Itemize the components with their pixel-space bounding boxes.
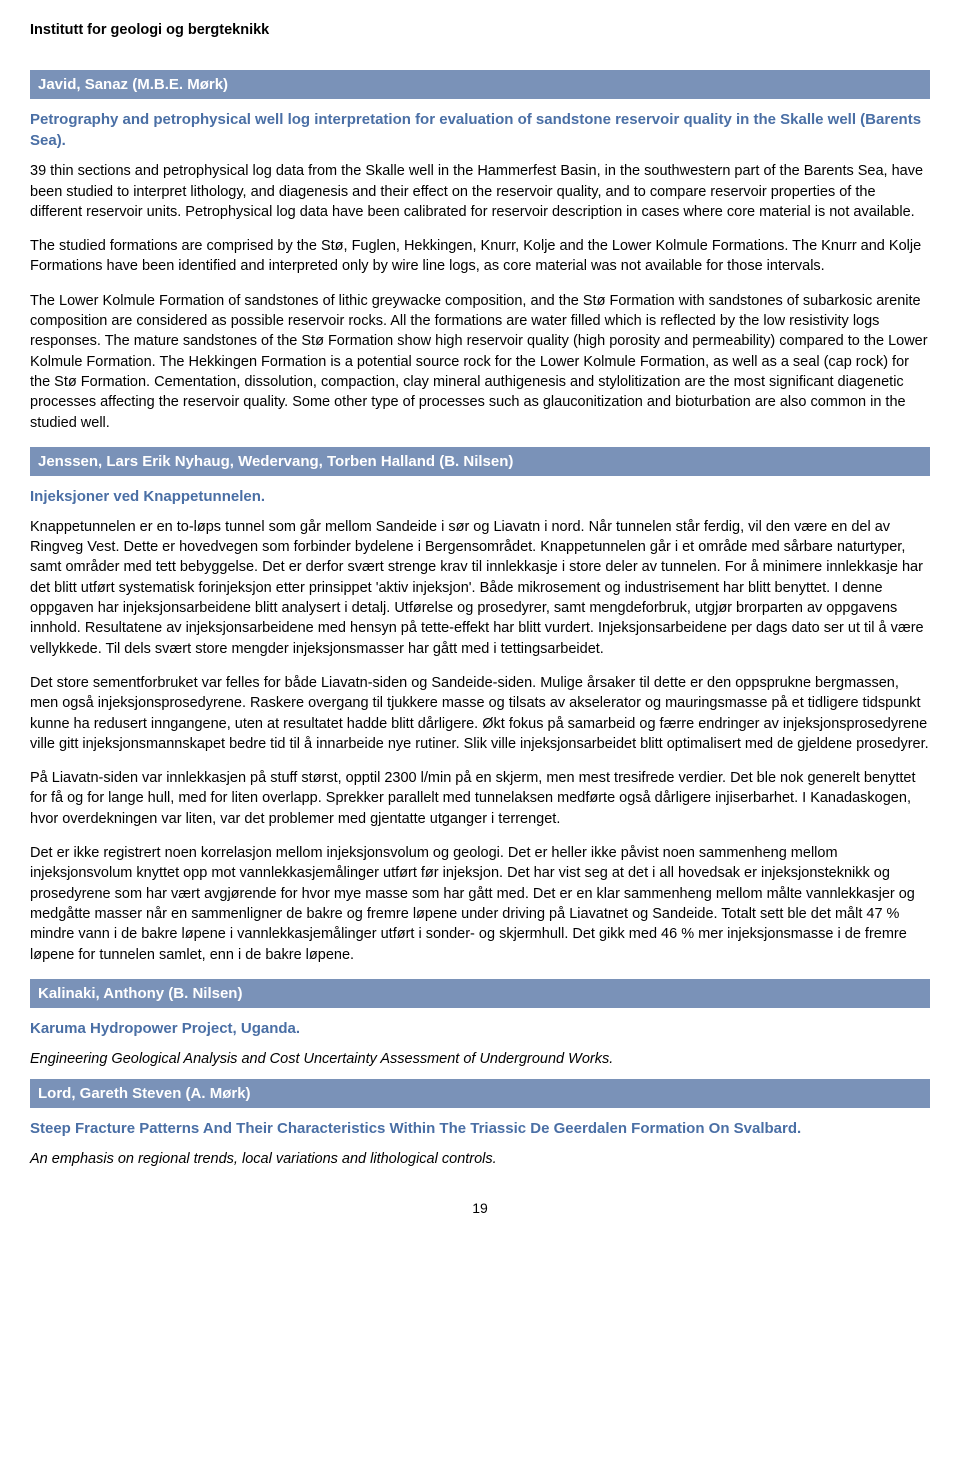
page-number: 19 [30, 1199, 930, 1219]
paragraph: På Liavatn-siden var innlekkasjen på stu… [30, 768, 930, 829]
paragraph: Det er ikke registrert noen korrelasjon … [30, 843, 930, 965]
author-bar: Javid, Sanaz (M.B.E. Mørk) [30, 70, 930, 99]
entry-title: Injeksjoner ved Knappetunnelen. [30, 486, 930, 507]
entry-title: Petrography and petrophysical well log i… [30, 109, 930, 151]
department-header: Institutt for geologi og bergteknikk [30, 20, 930, 40]
entry-subtitle: An emphasis on regional trends, local va… [30, 1149, 930, 1169]
entry-title: Steep Fracture Patterns And Their Charac… [30, 1118, 930, 1139]
paragraph: Knappetunnelen er en to-løps tunnel som … [30, 517, 930, 659]
author-bar: Kalinaki, Anthony (B. Nilsen) [30, 979, 930, 1008]
sections-container: Javid, Sanaz (M.B.E. Mørk) Petrography an… [30, 70, 930, 1169]
paragraph: The Lower Kolmule Formation of sandstone… [30, 291, 930, 433]
paragraph: 39 thin sections and petrophysical log d… [30, 161, 930, 222]
author-bar: Lord, Gareth Steven (A. Mørk) [30, 1079, 930, 1108]
paragraph: Det store sementforbruket var felles for… [30, 673, 930, 754]
paragraph: The studied formations are comprised by … [30, 236, 930, 277]
author-bar: Jenssen, Lars Erik Nyhaug, Wedervang, To… [30, 447, 930, 476]
entry-title: Karuma Hydropower Project, Uganda. [30, 1018, 930, 1039]
entry-subtitle: Engineering Geological Analysis and Cost… [30, 1049, 930, 1069]
